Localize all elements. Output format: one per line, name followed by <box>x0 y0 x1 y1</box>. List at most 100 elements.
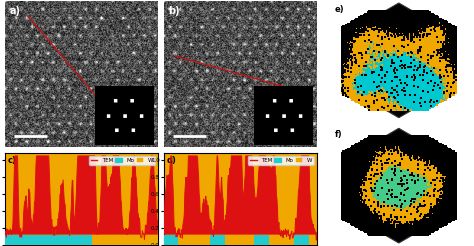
Point <box>371 167 379 171</box>
Point <box>377 49 384 53</box>
Point <box>414 92 422 96</box>
Point <box>340 162 347 166</box>
Point <box>393 219 401 223</box>
Point <box>410 38 418 42</box>
Point <box>379 15 386 19</box>
Point <box>407 88 415 92</box>
Point <box>430 32 438 36</box>
Point <box>393 37 401 41</box>
Point <box>432 225 439 229</box>
Point <box>394 189 402 193</box>
Point <box>387 66 395 70</box>
Point <box>367 163 374 167</box>
Point <box>371 139 379 143</box>
Point <box>351 85 359 89</box>
Point <box>338 184 346 188</box>
Point <box>386 49 393 53</box>
Point <box>417 146 425 150</box>
Point <box>399 169 406 173</box>
Point <box>357 151 365 155</box>
Point <box>390 66 398 70</box>
Point <box>364 100 372 104</box>
Point <box>452 199 459 203</box>
Point <box>452 197 459 201</box>
Point <box>440 202 448 206</box>
Point <box>354 189 362 193</box>
Point <box>416 191 423 195</box>
Point <box>396 27 403 31</box>
Point <box>396 142 403 146</box>
Point <box>428 177 435 181</box>
Point <box>394 205 402 209</box>
Point <box>364 205 372 209</box>
Point <box>341 60 349 64</box>
Point <box>417 193 425 197</box>
Point <box>379 228 386 232</box>
Point <box>425 164 432 168</box>
Point <box>450 43 458 47</box>
Point <box>406 14 413 18</box>
Point <box>389 79 396 83</box>
Point <box>421 108 429 111</box>
Point <box>421 64 429 68</box>
Point <box>375 177 383 181</box>
Point <box>351 75 359 79</box>
Point <box>452 152 459 156</box>
Point <box>440 60 448 64</box>
Point <box>410 228 418 232</box>
Point <box>370 64 377 68</box>
Point <box>411 228 419 232</box>
Point <box>406 219 413 223</box>
Point <box>396 138 403 142</box>
Point <box>420 178 428 182</box>
Point <box>356 174 363 178</box>
Point <box>403 66 410 70</box>
Point <box>401 152 409 156</box>
Point <box>348 64 356 68</box>
Point <box>416 108 423 111</box>
Point <box>361 164 369 168</box>
Point <box>416 174 423 178</box>
Point <box>429 88 437 92</box>
Point <box>380 34 388 38</box>
Point <box>419 22 426 26</box>
Point <box>348 193 356 197</box>
Point <box>400 202 408 206</box>
Point <box>357 15 365 19</box>
Point <box>344 197 352 201</box>
Point <box>445 57 452 61</box>
Point <box>394 137 402 141</box>
Point <box>389 185 396 189</box>
Point <box>341 63 349 67</box>
Point <box>403 101 410 105</box>
Point <box>407 75 415 79</box>
Point <box>399 43 406 47</box>
Point <box>338 51 346 55</box>
Point <box>377 11 384 15</box>
Point <box>400 98 408 102</box>
Point <box>363 187 370 191</box>
Point <box>396 162 403 166</box>
Point <box>392 156 399 160</box>
Point <box>439 89 447 93</box>
Point <box>425 20 432 24</box>
Point <box>389 233 396 237</box>
Point <box>346 37 353 41</box>
Point <box>413 51 420 55</box>
Point <box>419 224 426 228</box>
Point <box>429 42 437 46</box>
Point <box>365 96 373 100</box>
Point <box>430 59 438 63</box>
Point <box>410 80 418 84</box>
Point <box>447 188 455 192</box>
Point <box>387 182 395 186</box>
Point <box>420 106 428 110</box>
Point <box>375 173 383 177</box>
Point <box>445 213 452 217</box>
Point <box>417 28 425 32</box>
Point <box>375 231 383 235</box>
Point <box>443 214 451 218</box>
Point <box>409 89 416 93</box>
Point <box>438 84 445 88</box>
Point <box>361 152 369 156</box>
